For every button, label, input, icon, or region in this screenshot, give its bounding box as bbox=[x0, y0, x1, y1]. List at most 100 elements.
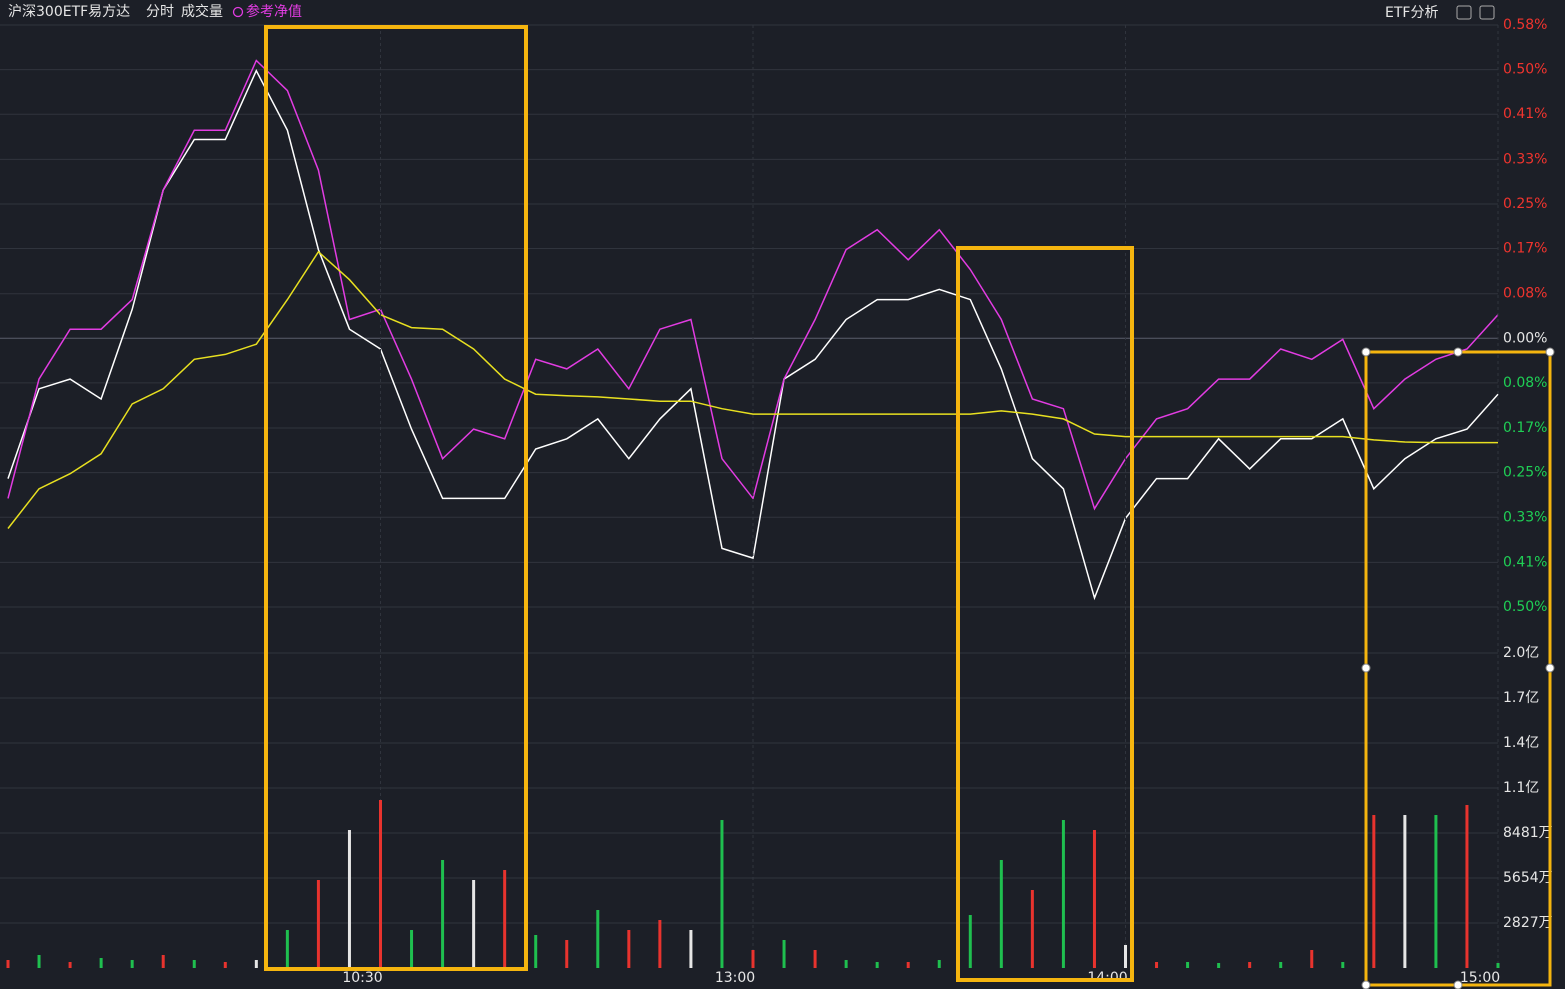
y-tick-label: 1.7亿 bbox=[1503, 690, 1539, 706]
y-tick-label: 0.00% bbox=[1503, 330, 1547, 346]
volume-bar bbox=[689, 930, 693, 968]
y-tick-label: 0.25% bbox=[1503, 196, 1547, 212]
volume-bar bbox=[1217, 963, 1221, 968]
volume-bar bbox=[68, 961, 72, 968]
handle[interactable] bbox=[1545, 663, 1555, 673]
plot: 0.58% 0.50% 0.41% 0.33% 0.25% 0.17% 0.08% 0.00%… bbox=[0, 17, 1553, 986]
volume-bar bbox=[968, 915, 972, 968]
y-tick-label: 0.08% bbox=[1503, 375, 1547, 391]
volume-bar bbox=[254, 959, 258, 968]
volume-bar bbox=[596, 909, 600, 968]
volume-bar bbox=[720, 820, 724, 968]
handle[interactable] bbox=[1453, 347, 1463, 357]
y-tick-label: 0.41% bbox=[1503, 554, 1547, 570]
y-tick-label: 0.33% bbox=[1503, 151, 1547, 167]
y-tick-label: 0.50% bbox=[1503, 599, 1547, 615]
volume-bar bbox=[1155, 961, 1159, 968]
volume-bar bbox=[1186, 961, 1190, 968]
volume-bar bbox=[1434, 815, 1438, 968]
analysis-button[interactable]: ETF分析 bbox=[1385, 5, 1438, 21]
y-tick-label: 0.25% bbox=[1503, 465, 1547, 481]
x-tick-label: 13:00 bbox=[715, 970, 755, 986]
volume-bar bbox=[441, 859, 445, 968]
volume-bar bbox=[627, 930, 631, 968]
volume-bar bbox=[285, 930, 289, 968]
volume-bar bbox=[658, 920, 662, 968]
y-tick-label: 0.33% bbox=[1503, 509, 1547, 525]
volume-bar bbox=[1030, 890, 1034, 968]
y-tick-label: 8481万 bbox=[1503, 825, 1553, 841]
volume-bar bbox=[1061, 820, 1065, 968]
volume-bar bbox=[565, 940, 569, 968]
volume-bar bbox=[347, 830, 351, 968]
title: 沪深300ETF易方达 bbox=[8, 4, 130, 20]
volume-bar bbox=[937, 959, 941, 968]
y-tick-label: 0.08% bbox=[1503, 286, 1547, 302]
series-line bbox=[7, 59, 1499, 511]
volume-bar bbox=[813, 949, 817, 968]
handle[interactable] bbox=[1453, 980, 1463, 989]
tab[interactable]: 成交量 bbox=[181, 3, 223, 20]
annotations bbox=[264, 25, 1555, 989]
volume-bar bbox=[37, 954, 41, 968]
y-tick-label: 2827万 bbox=[1503, 915, 1553, 931]
series-line bbox=[7, 68, 1499, 601]
highlight-box bbox=[264, 25, 528, 971]
y-tick-label: 0.17% bbox=[1503, 241, 1547, 257]
volume-bar bbox=[316, 880, 320, 968]
volume-bar bbox=[751, 949, 755, 968]
series-line bbox=[7, 250, 1498, 529]
x-tick-label: 10:30 bbox=[342, 970, 382, 986]
volume-bar bbox=[1341, 961, 1345, 968]
volume-bar bbox=[1372, 815, 1376, 968]
volume-bar bbox=[99, 958, 103, 968]
y-tick-label: 0.50% bbox=[1503, 62, 1547, 78]
volume-bar bbox=[6, 959, 10, 968]
volume-bar bbox=[1403, 815, 1407, 968]
volume-bar bbox=[1248, 961, 1252, 968]
volume-bar bbox=[379, 800, 382, 968]
handles bbox=[1361, 347, 1555, 989]
handle[interactable] bbox=[1361, 347, 1371, 357]
handle[interactable] bbox=[1545, 347, 1555, 357]
volume-bar bbox=[192, 959, 196, 968]
volume-bar bbox=[223, 961, 227, 968]
volume-bar bbox=[999, 859, 1003, 968]
y-tick-label: 0.58% bbox=[1503, 17, 1547, 33]
legend-marker bbox=[232, 6, 244, 18]
tab[interactable]: 分时 bbox=[146, 4, 174, 20]
legend-label[interactable]: 参考净值 bbox=[246, 3, 302, 20]
volume-bar bbox=[906, 961, 910, 968]
handle[interactable] bbox=[1361, 663, 1371, 673]
y-tick-label: 2.0亿 bbox=[1503, 645, 1539, 661]
highlight-box bbox=[956, 246, 1134, 982]
volume-bar bbox=[875, 961, 879, 968]
volume-bar bbox=[782, 940, 786, 968]
volume-bar bbox=[1279, 961, 1283, 968]
volume-bar bbox=[410, 930, 414, 968]
x-tick-label: 15:00 bbox=[1460, 970, 1500, 986]
volume-bar bbox=[1496, 963, 1500, 968]
volume-bar bbox=[1310, 949, 1314, 968]
volume-bar bbox=[1092, 830, 1096, 968]
y-tick-label: 0.17% bbox=[1503, 420, 1547, 436]
y-tick-label: 0.41% bbox=[1503, 106, 1547, 122]
icon-button[interactable] bbox=[1456, 5, 1472, 20]
handle[interactable] bbox=[1361, 980, 1371, 989]
volume-bar bbox=[130, 959, 134, 968]
volume-bar bbox=[844, 959, 848, 968]
volume-bar bbox=[534, 935, 538, 968]
y-tick-label: 5654万 bbox=[1503, 870, 1553, 886]
volume-bar bbox=[472, 880, 476, 968]
y-tick-label: 1.1亿 bbox=[1503, 780, 1539, 796]
volume-bar bbox=[1124, 944, 1127, 968]
icon-button[interactable] bbox=[1479, 5, 1495, 20]
y-tick-label: 1.4亿 bbox=[1503, 735, 1539, 751]
volume-bar bbox=[503, 870, 507, 968]
volume-bar bbox=[161, 954, 165, 968]
volume-bar bbox=[1465, 805, 1469, 968]
